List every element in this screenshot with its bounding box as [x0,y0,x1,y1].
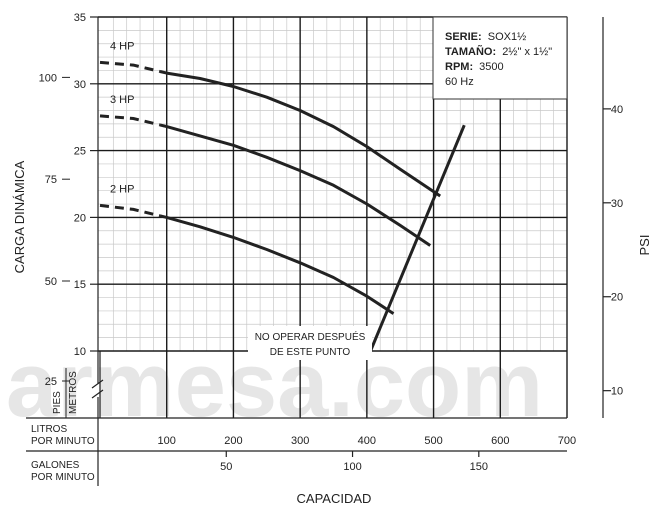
metros-tick-label: 30 [74,79,86,91]
x-unit-litros-line-1: LITROS [31,424,67,435]
svg-text:SERIE: SOX1½: SERIE: SOX1½ [445,31,526,43]
x-axis-title: CAPACIDAD [297,491,372,506]
metros-tick-label: 10 [74,346,86,358]
metros-tick-label: 25 [74,146,86,158]
pies-tick-label: 100 [39,72,57,84]
curve-label-4-hp: 4 HP [110,40,134,52]
pies-tick-label: 75 [45,174,57,186]
infobox-tamano-label: TAMAÑO: [445,45,496,58]
curve-2-hp [159,214,395,315]
y-unit-pies: PIES [52,391,63,414]
annotation-line-1: NO OPERAR DESPUÉS [255,330,366,343]
x-unit-galones-line-2: POR MINUTO [31,472,95,483]
end-of-operation-line [367,124,466,356]
metros-tick-label: 35 [74,12,86,24]
litros-tick-label: 700 [558,435,576,447]
galones-tick-label: 50 [220,461,232,473]
curve-4-hp-dashed [99,60,161,73]
psi-tick-label: 30 [611,198,623,210]
infobox-frame [432,16,568,100]
axis-titles: CAPACIDAD CARGA DINÁMICA PSI [12,160,652,506]
galones-tick-label: 150 [470,461,488,473]
infobox-serie-value: SOX1½ [488,31,527,43]
litros-tick-label: 600 [491,435,509,447]
litros-tick-label: 500 [424,435,442,447]
metros-tick-label: 15 [74,279,86,291]
curve-label-2-hp: 2 HP [110,183,134,195]
psi-tick-label: 20 [611,292,623,304]
x-unit-litros-line-2: POR MINUTO [31,436,95,447]
infobox-rpm-label: RPM: [445,61,473,73]
y2-axis-title: PSI [637,235,652,256]
curve-2-hp-dashed [99,203,161,218]
annotation-background [248,326,372,360]
y-axis-title: CARGA DINÁMICA [12,160,27,273]
svg-text:TAMAÑO: 2½" x 1½": TAMAÑO: 2½" x 1½" [445,45,552,58]
curve-label-3-hp: 3 HP [110,94,134,106]
pies-tick-label: 25 [45,376,57,388]
spec-infobox: SERIE: SOX1½ TAMAÑO: 2½" x 1½" RPM: 3500… [432,16,568,100]
pies-tick-label: 50 [45,276,57,288]
unit-labels: LITROS POR MINUTO GALONES POR MINUTO PIE… [31,371,95,483]
operating-limit-annotation: NO OPERAR DESPUÉS DE ESTE PUNTO [248,326,372,360]
litros-tick-label: 400 [358,435,376,447]
curve-3-hp [159,123,432,247]
psi-tick-label: 10 [611,386,623,398]
curve-4-hp [159,70,442,198]
y-unit-metros: METROS [68,371,79,414]
litros-tick-label: 100 [158,435,176,447]
annotation-line-2: DE ESTE PUNTO [270,347,351,358]
infobox-frequency: 60 Hz [445,76,474,88]
infobox-tamano-value: 2½" x 1½" [502,46,552,58]
curve-3-hp-dashed [99,114,161,127]
series-layer: 4 HP 3 HP 2 HP [99,40,466,356]
svg-text:RPM: 3500: RPM: 3500 [445,61,504,73]
psi-tick-label: 40 [611,104,623,116]
galones-tick-label: 100 [343,461,361,473]
axis-break-mark [91,379,104,399]
infobox-rpm-value: 3500 [479,61,503,73]
x-unit-galones-line-1: GALONES [31,460,80,471]
infobox-serie-label: SERIE: [445,31,482,43]
axis-layer: 10 15 20 25 30 35 25 50 75 100 10 20 30 40 100 200 300 40… [26,12,623,486]
metros-tick-label: 20 [74,212,86,224]
litros-tick-label: 300 [291,435,309,447]
litros-tick-label: 200 [224,435,242,447]
